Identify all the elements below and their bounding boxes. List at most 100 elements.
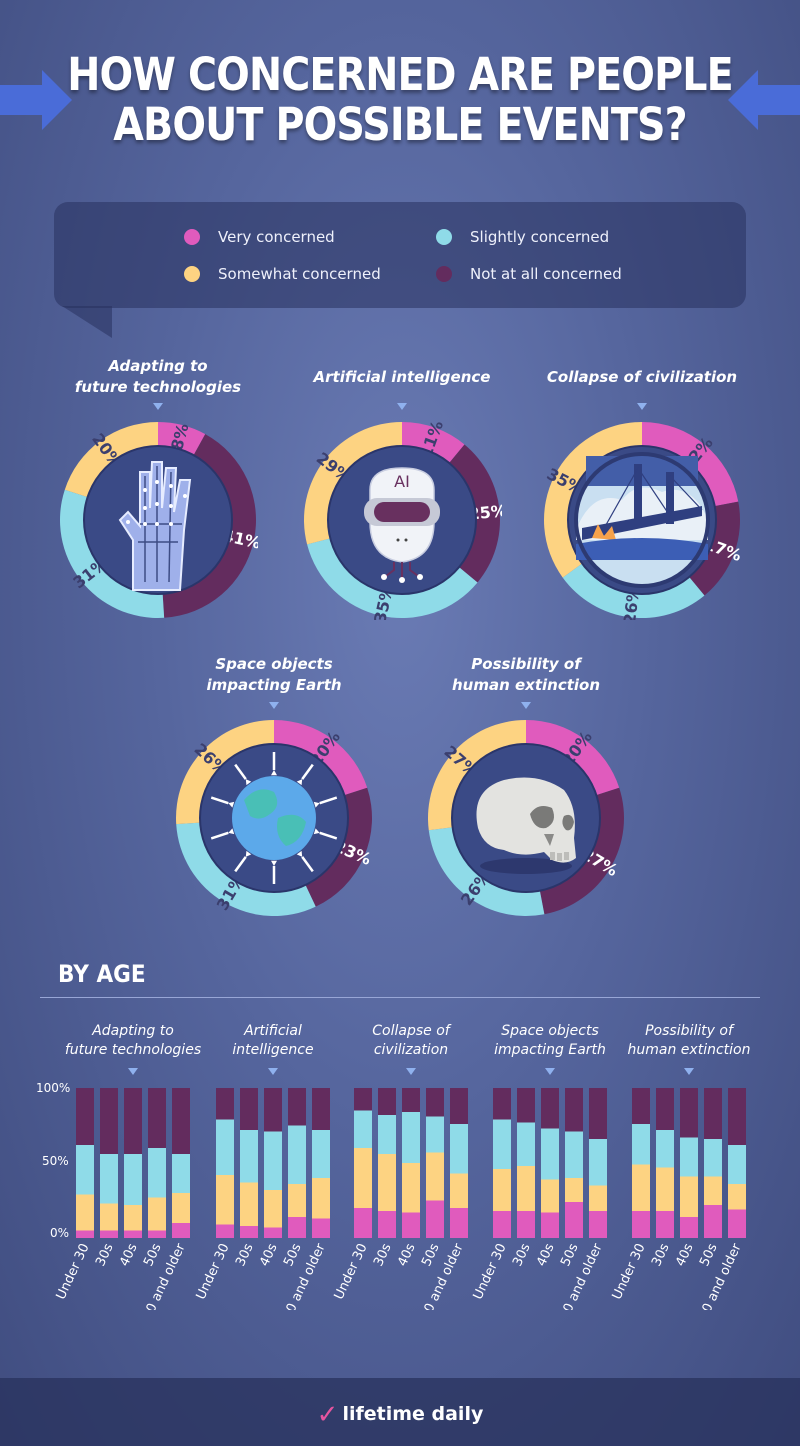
by-age-divider [40, 997, 760, 998]
bar-segment [589, 1088, 607, 1139]
bar-group-title: Adapting to future technologies [58, 1022, 208, 1060]
legend-dot-icon [184, 266, 200, 282]
bar-segment [240, 1226, 258, 1238]
bar-segment [288, 1184, 306, 1217]
pointer-icon [637, 403, 647, 410]
bar-segment [704, 1139, 722, 1177]
bar-group-title: Space objects impacting Earth [475, 1022, 625, 1060]
donut-slice [689, 501, 740, 596]
donut-title-line: human extinction [451, 676, 601, 694]
legend-label: Slightly concerned [470, 228, 610, 246]
bar-segment [264, 1131, 282, 1190]
bar-segment [632, 1124, 650, 1165]
donut-slice [59, 489, 165, 618]
bar-segment [354, 1148, 372, 1208]
bar-segment [240, 1130, 258, 1183]
impact-arrow-icon [301, 763, 314, 780]
bar-segment [565, 1088, 583, 1132]
bar-segment [517, 1088, 535, 1123]
x-tick-label: 40s [257, 1241, 281, 1269]
x-tick-label: Under 30 [54, 1241, 93, 1302]
legend-dot-icon [436, 229, 452, 245]
x-tick-label: 50s [558, 1241, 582, 1269]
bar-group-title-line: Space objects [501, 1023, 599, 1039]
legend-item-slightly: Slightly concerned [436, 228, 609, 246]
bar-segment [312, 1088, 330, 1130]
y-tick-100: 100% [36, 1081, 71, 1095]
footer-logo: ✓ lifetime daily [0, 1400, 800, 1430]
bar-group-title-line: Possibility of [645, 1023, 733, 1039]
bar-segment [148, 1230, 166, 1238]
bar-segment [632, 1211, 650, 1238]
donut-title-space: Space objects impacting Earth [164, 654, 384, 696]
pointer-icon [406, 1068, 416, 1075]
title-line-1: HOW CONCERNED ARE PEOPLE [67, 48, 733, 101]
bar-segment [493, 1169, 511, 1211]
bar-segment [354, 1110, 372, 1148]
impact-arrowhead-icon [296, 850, 303, 857]
bar-segment [565, 1131, 583, 1178]
bar-segment [378, 1088, 396, 1115]
donut-title-line: Collapse of civilization [546, 368, 738, 386]
donut-chart-extinction: 20%27%26%27% [428, 720, 624, 916]
pointer-icon [397, 403, 407, 410]
bar-segment [288, 1125, 306, 1184]
donut-title-line: Possibility of [471, 655, 581, 673]
bar-segment [632, 1088, 650, 1124]
ai-robot-icon: AI [364, 467, 440, 583]
bar-segment [680, 1088, 698, 1138]
donut-chart-ai: 11%25%35%29% AI [304, 420, 502, 620]
bar-segment [426, 1152, 444, 1201]
title-line-2: ABOUT POSSIBLE EVENTS? [113, 98, 687, 151]
left-arrow-icon [0, 70, 72, 130]
bar-segment [656, 1167, 674, 1211]
bar-segment [426, 1200, 444, 1238]
donut-title-line: Artificial intelligence [313, 368, 491, 386]
bar-segment [378, 1115, 396, 1154]
impact-arrowhead-icon [296, 779, 303, 786]
donut-slice [402, 422, 465, 463]
legend-tail [62, 306, 112, 338]
right-arrow-icon [728, 70, 800, 130]
y-tick-50: 50% [42, 1154, 69, 1168]
impact-arrowhead-icon [245, 779, 252, 786]
legend-dot-icon [184, 229, 200, 245]
bar-segment [728, 1145, 746, 1184]
impact-arrow-icon [210, 831, 229, 840]
bar-segment [728, 1184, 746, 1210]
bar-segment [402, 1163, 420, 1213]
bar-segment [76, 1230, 94, 1238]
bar-segment [124, 1154, 142, 1205]
bar-segment [312, 1130, 330, 1178]
x-tick-label: Under 30 [194, 1241, 233, 1302]
donut-slice [274, 720, 368, 796]
bar-segment [493, 1119, 511, 1169]
pointer-icon [521, 702, 531, 709]
impact-arrowhead-icon [271, 860, 277, 866]
bar-group-title: Possibility of human extinction [614, 1022, 764, 1060]
bar-segment [704, 1088, 722, 1139]
bar-group-title: Collapse of civilization [336, 1022, 486, 1060]
donut-slice [544, 422, 642, 578]
bar-segment [632, 1164, 650, 1211]
bar-group-title-line: Artificial [244, 1023, 302, 1039]
logo-text: lifetime daily [342, 1403, 484, 1425]
bar-segment [517, 1166, 535, 1211]
bar-segment [216, 1224, 234, 1238]
x-tick-label: 30s [93, 1241, 117, 1269]
donut-slice [162, 434, 256, 618]
bar-segment [656, 1130, 674, 1168]
x-tick-label: 30s [371, 1241, 395, 1269]
ai-label: AI [394, 472, 410, 491]
bar-segment [148, 1148, 166, 1198]
bar-segment [100, 1230, 118, 1238]
bar-segment [541, 1088, 559, 1129]
bar-segment [148, 1088, 166, 1148]
bar-segment [589, 1139, 607, 1186]
donut-chart-tech: 8%41%31%20% [59, 421, 258, 618]
bar-segment [240, 1088, 258, 1130]
bar-segment [264, 1227, 282, 1238]
bar-group-title-line: impacting Earth [494, 1042, 606, 1058]
bar-group-title-line: human extinction [627, 1042, 751, 1058]
